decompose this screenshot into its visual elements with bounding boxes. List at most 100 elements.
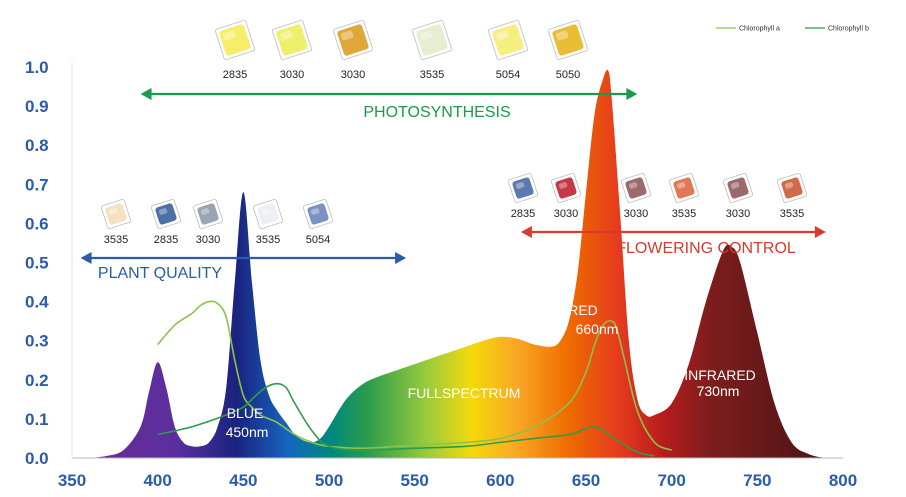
led-chip-body xyxy=(492,24,524,56)
led-chip-icon xyxy=(722,172,754,204)
y-tick-label: 1.0 xyxy=(25,58,49,77)
y-tick-label: 0.0 xyxy=(25,449,49,468)
led-chip-icon xyxy=(271,19,313,61)
legend-label: Chlorophyll b xyxy=(828,26,869,33)
arrowhead-left-icon xyxy=(520,226,532,238)
led-code-label: 3030 xyxy=(341,69,365,81)
led-code-label: 3030 xyxy=(554,208,578,220)
led-chip-highlight xyxy=(676,182,686,189)
y-tick-label: 0.5 xyxy=(25,254,49,273)
led-code-label: 3030 xyxy=(196,234,220,246)
x-tick-label: 700 xyxy=(657,471,685,490)
led-chip-body xyxy=(257,203,279,225)
led-chip-body xyxy=(219,24,251,56)
led-chip-highlight xyxy=(784,182,794,189)
led-chip-highlight xyxy=(158,208,168,215)
x-tick-label: 500 xyxy=(315,471,343,490)
x-tick-label: 600 xyxy=(486,471,514,490)
led-code-label: 2835 xyxy=(511,208,535,220)
led-chip-body xyxy=(727,177,749,199)
x-tick-label: 550 xyxy=(400,471,428,490)
peak-label-infrared-nm: 730nm xyxy=(697,383,740,399)
led-chip-highlight xyxy=(200,208,210,215)
photosynthesis-label: PHOTOSYNTHESIS xyxy=(363,104,510,121)
arrowhead-right-icon xyxy=(814,226,826,238)
led-chip-body xyxy=(276,24,308,56)
flowering-control-label: FLOWERING CONTROL xyxy=(616,240,796,257)
led-chip-highlight xyxy=(730,182,740,189)
arrowhead-right-icon xyxy=(626,88,638,100)
peak-label-red: RED xyxy=(568,302,598,318)
led-chip-body xyxy=(105,203,127,225)
led-chip-icon xyxy=(411,19,453,61)
led-chip-body xyxy=(512,177,534,199)
led-code-label: 5050 xyxy=(556,69,580,81)
led-chip-body xyxy=(625,177,647,199)
led-code-label: 3535 xyxy=(256,234,280,246)
led-chip-body xyxy=(337,24,369,56)
y-tick-label: 0.9 xyxy=(25,97,49,116)
led-chip-body xyxy=(552,24,584,56)
peak-label-fullspectrum: FULLSPECTRUM xyxy=(408,385,521,401)
led-chip-highlight xyxy=(279,30,293,41)
led-chip-body xyxy=(781,177,803,199)
led-chip-highlight xyxy=(222,30,236,41)
arrowhead-left-icon xyxy=(80,252,92,264)
led-chip-highlight xyxy=(515,182,525,189)
led-chip-highlight xyxy=(628,182,638,189)
led-chip-highlight xyxy=(310,208,320,215)
legend-label: Chlorophyll a xyxy=(739,26,780,33)
led-chip-icon xyxy=(547,19,589,61)
led-chip-body xyxy=(155,203,177,225)
led-chip-icon xyxy=(150,198,182,230)
led-chip-icon xyxy=(668,172,700,204)
led-code-label: 3535 xyxy=(780,208,804,220)
led-code-label: 3535 xyxy=(104,234,128,246)
plant-quality-label: PLANT QUALITY xyxy=(98,265,223,282)
led-code-label: 3030 xyxy=(280,69,304,81)
led-chip-icon xyxy=(507,172,539,204)
led-chip-icon xyxy=(100,198,132,230)
y-tick-label: 0.1 xyxy=(25,410,49,429)
led-code-label: 5054 xyxy=(496,69,520,81)
arrowhead-left-icon xyxy=(140,88,152,100)
led-chip-body xyxy=(673,177,695,199)
led-code-label: 3030 xyxy=(624,208,648,220)
led-code-label: 2835 xyxy=(223,69,247,81)
y-tick-label: 0.4 xyxy=(25,293,49,312)
peak-label-blue-nm: 450nm xyxy=(226,424,269,440)
led-code-label: 5054 xyxy=(306,234,330,246)
led-chip-highlight xyxy=(419,30,433,41)
arrowhead-right-icon xyxy=(395,252,407,264)
y-tick-label: 0.2 xyxy=(25,371,49,390)
x-tick-label: 350 xyxy=(58,471,86,490)
y-tick-label: 0.7 xyxy=(25,175,49,194)
x-tick-label: 750 xyxy=(743,471,771,490)
peak-label-infrared: INFRARED xyxy=(684,367,756,383)
led-chip-icon xyxy=(550,172,582,204)
led-chip-icon xyxy=(620,172,652,204)
x-tick-label: 450 xyxy=(229,471,257,490)
x-tick-label: 650 xyxy=(572,471,600,490)
led-chip-body xyxy=(555,177,577,199)
led-chip-highlight xyxy=(555,30,569,41)
spectrum-area xyxy=(89,69,826,458)
led-chip-icon xyxy=(302,198,334,230)
x-tick-label: 400 xyxy=(143,471,171,490)
peak-label-blue: BLUE xyxy=(227,405,264,421)
led-chip-highlight xyxy=(260,208,270,215)
x-tick-label: 800 xyxy=(829,471,857,490)
led-chip-icon xyxy=(214,19,256,61)
led-code-label: 2835 xyxy=(154,234,178,246)
chlorophyll-a-line xyxy=(157,300,672,451)
y-tick-label: 0.8 xyxy=(25,136,49,155)
led-chip-highlight xyxy=(108,208,118,215)
y-tick-label: 0.3 xyxy=(25,332,49,351)
y-tick-label: 0.6 xyxy=(25,214,49,233)
led-code-label: 3535 xyxy=(672,208,696,220)
led-chip-icon xyxy=(776,172,808,204)
led-chip-icon xyxy=(192,198,224,230)
peak-label-red-nm: 660nm xyxy=(576,321,619,337)
led-chip-highlight xyxy=(495,30,509,41)
